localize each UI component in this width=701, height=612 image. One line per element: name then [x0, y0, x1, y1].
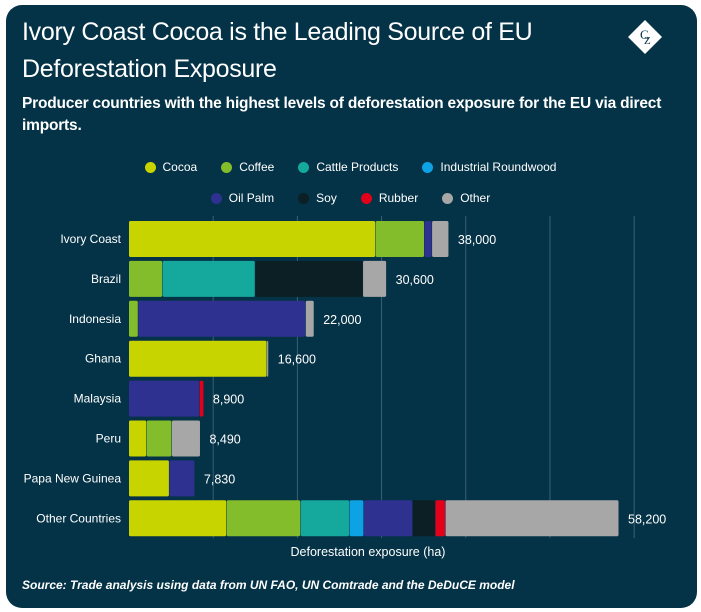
bar-segment-cocoa [129, 340, 267, 377]
bar-row-indonesia: Indonesia 22,000 [69, 300, 362, 337]
legend-swatch [298, 192, 310, 204]
category-label: Papa New Guinea [24, 471, 122, 485]
legend-item-other: Other [442, 191, 490, 205]
bar-segment-other [363, 260, 387, 297]
bar-segment-other [305, 300, 314, 337]
legend-item-oil-palm: Oil Palm [210, 191, 275, 205]
bar-row-ghana: Ghana 16,600 [85, 340, 316, 377]
svg-text:Z: Z [644, 35, 651, 47]
legend-item-cocoa: Cocoa [144, 160, 198, 174]
legend-item-coffee: Coffee [221, 160, 274, 174]
legend-swatch [422, 161, 434, 173]
bar-segment-coffee [129, 260, 163, 297]
legend-label: Soy [316, 191, 337, 205]
value-label: 38,000 [458, 233, 496, 247]
legend-item-rubber: Rubber [360, 191, 419, 205]
bar-row-malaysia: Malaysia 8,900 [74, 380, 244, 417]
category-label: Peru [96, 432, 121, 446]
legend-swatch [360, 192, 372, 204]
legend-swatch [298, 161, 310, 173]
bar-segment-coffee [129, 300, 138, 337]
bar-segment-cocoa [129, 500, 227, 537]
legend-label: Cocoa [162, 160, 198, 174]
value-label: 22,000 [323, 313, 361, 327]
bar-row-ivory-coast: Ivory Coast 38,000 [60, 221, 496, 257]
bar-segment-cocoa [129, 221, 376, 257]
bar-segment-cocoa [129, 460, 169, 497]
bar-segment-other [432, 221, 449, 257]
legend-label: Oil Palm [228, 191, 275, 205]
legend-swatch [442, 192, 454, 204]
value-label: 30,600 [396, 273, 434, 287]
value-label: 58,200 [628, 512, 666, 526]
legend-label: Cattle Products [316, 160, 399, 174]
value-label: 8,490 [209, 433, 240, 447]
svg-text:C: C [640, 27, 649, 42]
bar-row-other-countries: Other Countries 58,200 [36, 500, 666, 537]
category-label: Ivory Coast [60, 232, 121, 246]
legend-label: Rubber [378, 191, 419, 205]
legend-row: Cocoa Coffee Cattle Products Industrial Rou… [0, 160, 701, 174]
bar-segment-other [267, 340, 269, 377]
bar-segment-coffee [226, 500, 301, 537]
bar-segment-rubber [199, 380, 204, 417]
bar-segment-other [171, 420, 200, 457]
legend-item-industrial-roundwood: Industrial Roundwood [422, 160, 556, 174]
legend-label: Other [460, 191, 491, 205]
bar-segment-oil-palm [129, 380, 200, 417]
cz-logo-icon: C Z [628, 20, 662, 54]
bar-row-peru: Peru 8,490 [96, 420, 241, 457]
value-label: 8,900 [213, 393, 244, 407]
value-label: 16,600 [278, 353, 316, 367]
chart-subtitle: Producer countries with the highest leve… [22, 95, 662, 134]
bar-segment-oil-palm [424, 221, 432, 257]
bar-segment-soy [255, 260, 363, 297]
legend-swatch [221, 161, 233, 173]
category-label: Ghana [85, 352, 121, 366]
category-label: Malaysia [74, 392, 122, 406]
source-note: Source: Trade analysis using data from U… [22, 578, 515, 592]
bar-row-papa-new-guinea: Papa New Guinea 7,830 [24, 460, 235, 497]
legend-label: Coffee [239, 160, 275, 174]
legend-item-soy: Soy [298, 191, 337, 205]
legend-swatch [210, 192, 222, 204]
bar-segment-other [445, 500, 619, 537]
bar-segment-oil-palm [169, 460, 195, 497]
legend-swatch [144, 161, 156, 173]
bar-segment-oil-palm [138, 300, 306, 337]
bar-segment-coffee [375, 221, 425, 257]
chart-title: Ivory Coast Cocoa is the Leading Source … [22, 18, 533, 83]
bar-segment-cattle-products [300, 500, 350, 537]
category-label: Other Countries [36, 511, 121, 525]
bar-segment-cocoa [129, 420, 147, 457]
bar-segment-cattle-products [162, 260, 255, 297]
legend-row: Oil Palm Soy Rubber Other [0, 191, 701, 205]
category-label: Indonesia [69, 312, 121, 326]
bar-segment-oil-palm [363, 500, 413, 537]
bar-segment-industrial-roundwood [349, 500, 364, 537]
value-label: 7,830 [204, 472, 235, 486]
bar-row-brazil: Brazil 30,600 [91, 260, 434, 297]
legend-item-cattle-products: Cattle Products [298, 160, 398, 174]
bar-segment-coffee [146, 420, 172, 457]
bar-segment-soy [412, 500, 435, 537]
bar-segment-rubber [435, 500, 446, 537]
legend-label: Industrial Roundwood [440, 160, 557, 174]
x-axis-label: Deforestation exposure (ha) [291, 545, 446, 559]
category-label: Brazil [91, 272, 121, 286]
